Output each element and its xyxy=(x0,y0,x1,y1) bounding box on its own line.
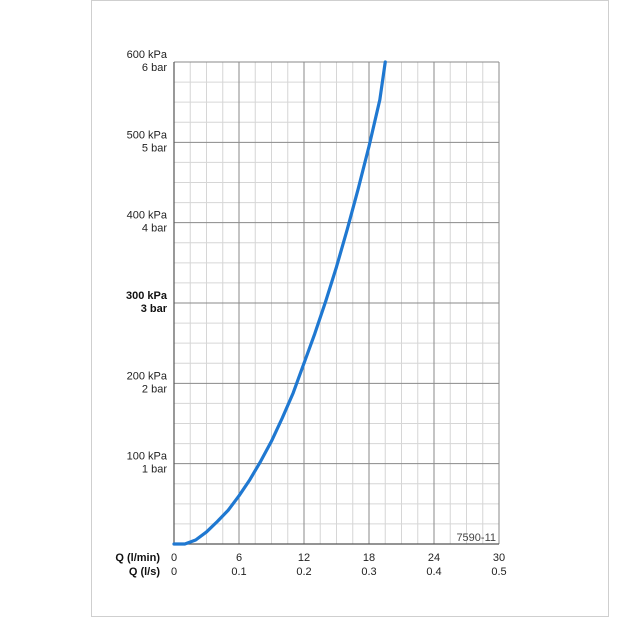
x-tick-label-lmin: 6 xyxy=(236,552,242,564)
x-axis-secondary-title: Q (l/s) xyxy=(129,566,161,578)
chart-frame xyxy=(91,0,609,617)
x-axis-primary-title: Q (l/min) xyxy=(115,552,160,564)
y-tick-label-bar: 4 bar xyxy=(142,223,167,235)
x-tick-label-ls: 0.4 xyxy=(426,566,441,578)
major-grid xyxy=(173,61,500,545)
x-tick-label-lmin: 24 xyxy=(428,552,440,564)
y-tick-label-kpa: 200 kPa xyxy=(127,370,168,382)
y-tick-label-bar: 5 bar xyxy=(142,142,167,154)
pressure-loss-curve xyxy=(172,60,387,546)
y-tick-label-kpa: 100 kPa xyxy=(127,451,168,463)
x-tick-label-lmin: 12 xyxy=(298,552,310,564)
x-tick-label-lmin: 18 xyxy=(363,552,375,564)
x-tick-label-ls: 0.5 xyxy=(491,566,506,578)
y-tick-label-kpa: 500 kPa xyxy=(127,129,168,141)
x-tick-label-ls: 0.3 xyxy=(361,566,376,578)
y-tick-label-kpa: 400 kPa xyxy=(127,210,168,222)
x-tick-label-ls: 0.1 xyxy=(231,566,246,578)
y-tick-label-kpa: 300 kPa xyxy=(126,290,168,302)
y-tick-label-bar: 6 bar xyxy=(142,62,167,74)
x-tick-label-lmin: 30 xyxy=(493,552,505,564)
y-tick-label-kpa: 600 kPa xyxy=(127,49,168,61)
series-layer xyxy=(172,60,387,546)
y-tick-label-bar: 3 bar xyxy=(141,303,168,315)
y-tick-label-bar: 1 bar xyxy=(142,464,167,476)
reference-number: 7590-11 xyxy=(456,532,496,544)
x-tick-label-lmin: 0 xyxy=(171,552,177,564)
y-tick-label-bar: 2 bar xyxy=(142,383,167,395)
x-tick-label-ls: 0 xyxy=(171,566,177,578)
x-tick-label-ls: 0.2 xyxy=(296,566,311,578)
x-axis-labels: Q (l/min) Q (l/s) 0 0 6 0.1 12 0.2 18 0.3 24 0.4 3… xyxy=(115,552,506,578)
